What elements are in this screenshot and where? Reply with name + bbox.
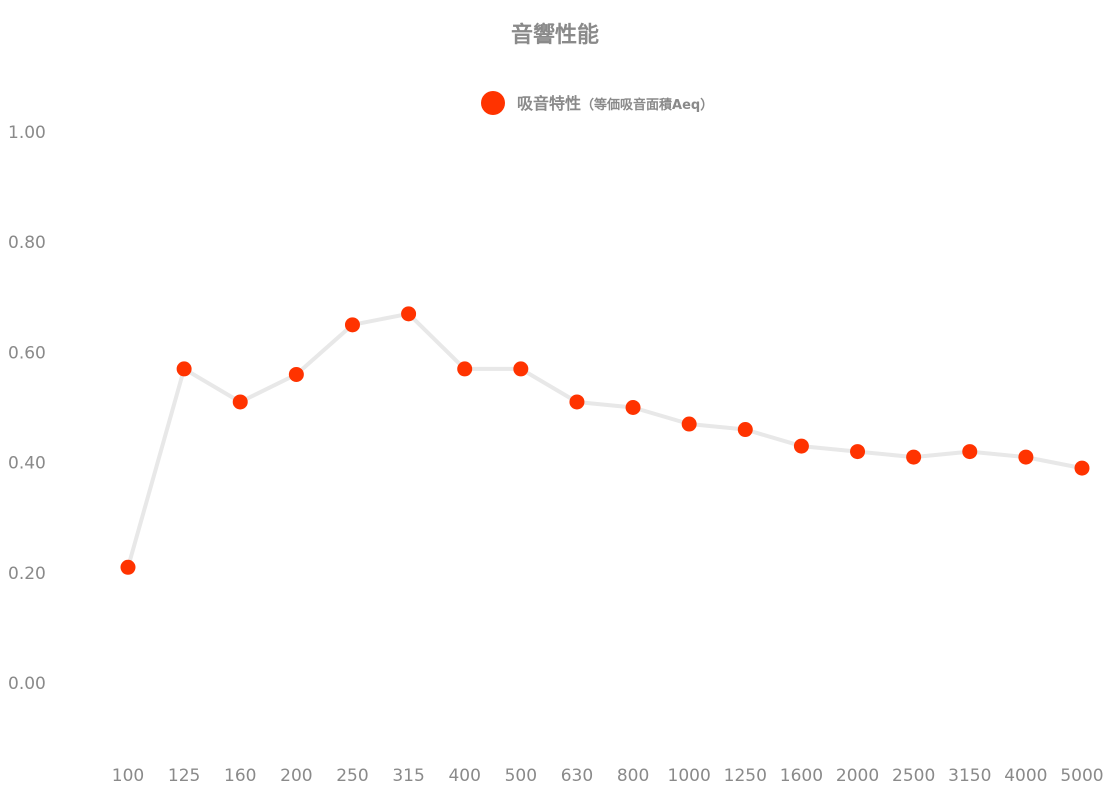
x-tick-label: 315 xyxy=(392,766,424,786)
y-tick-label: 1.00 xyxy=(8,123,46,143)
x-tick-label: 800 xyxy=(617,766,649,786)
x-tick-label: 250 xyxy=(336,766,368,786)
x-tick-label: 500 xyxy=(505,766,537,786)
y-tick-label: 0.20 xyxy=(8,564,46,584)
legend-label: 吸音特性（等価吸音面積Aeq） xyxy=(517,94,713,113)
data-point[interactable] xyxy=(457,361,473,377)
series-line xyxy=(126,311,1083,568)
data-point[interactable] xyxy=(906,449,922,465)
legend-series-suffix: （等価吸音面積Aeq） xyxy=(581,97,713,113)
data-point[interactable] xyxy=(793,438,809,454)
data-point[interactable] xyxy=(850,444,866,460)
x-tick-label: 4000 xyxy=(1004,766,1047,786)
data-point[interactable] xyxy=(176,361,192,377)
series-line-group xyxy=(126,311,1083,568)
legend-series-name: 吸音特性 xyxy=(517,94,581,113)
x-tick-label: 125 xyxy=(168,766,200,786)
data-point[interactable] xyxy=(288,366,304,382)
x-tick-label: 1000 xyxy=(668,766,711,786)
data-point[interactable] xyxy=(232,394,248,410)
x-tick-label: 630 xyxy=(561,766,593,786)
data-point[interactable] xyxy=(681,416,697,432)
data-point[interactable] xyxy=(513,361,529,377)
series-points-group xyxy=(120,306,1090,575)
x-tick-label: 200 xyxy=(280,766,312,786)
data-point[interactable] xyxy=(120,559,136,575)
chart-title: 音響性能 xyxy=(511,22,599,48)
data-point[interactable] xyxy=(962,444,978,460)
x-tick-label: 1600 xyxy=(780,766,823,786)
x-tick-label: 100 xyxy=(112,766,144,786)
x-tick-label: 2500 xyxy=(892,766,935,786)
x-tick-label: 400 xyxy=(448,766,480,786)
data-point[interactable] xyxy=(1018,449,1034,465)
y-tick-label: 0.40 xyxy=(8,454,46,474)
x-tick-label: 160 xyxy=(224,766,256,786)
x-tick-label: 1250 xyxy=(724,766,767,786)
y-tick-label: 0.60 xyxy=(8,343,46,363)
x-tick-label: 3150 xyxy=(948,766,991,786)
y-tick-label: 0.00 xyxy=(8,674,46,694)
legend[interactable]: 吸音特性（等価吸音面積Aeq） xyxy=(481,91,713,115)
data-point[interactable] xyxy=(625,400,641,415)
x-axis-tick-labels: 100 125 160 200 250 315 400 500 630 800 1000 1250 16… xyxy=(112,766,1104,786)
x-tick-label: 5000 xyxy=(1060,766,1103,786)
data-point[interactable] xyxy=(569,394,585,410)
y-axis-tick-labels: 1.00 0.80 0.60 0.40 0.20 0.00 xyxy=(8,123,46,694)
y-tick-label: 0.80 xyxy=(8,233,46,253)
data-point[interactable] xyxy=(737,422,753,438)
legend-marker xyxy=(481,91,505,115)
data-point[interactable] xyxy=(401,306,417,322)
data-point[interactable] xyxy=(344,317,360,333)
data-point[interactable] xyxy=(1074,460,1090,476)
x-tick-label: 2000 xyxy=(836,766,879,786)
